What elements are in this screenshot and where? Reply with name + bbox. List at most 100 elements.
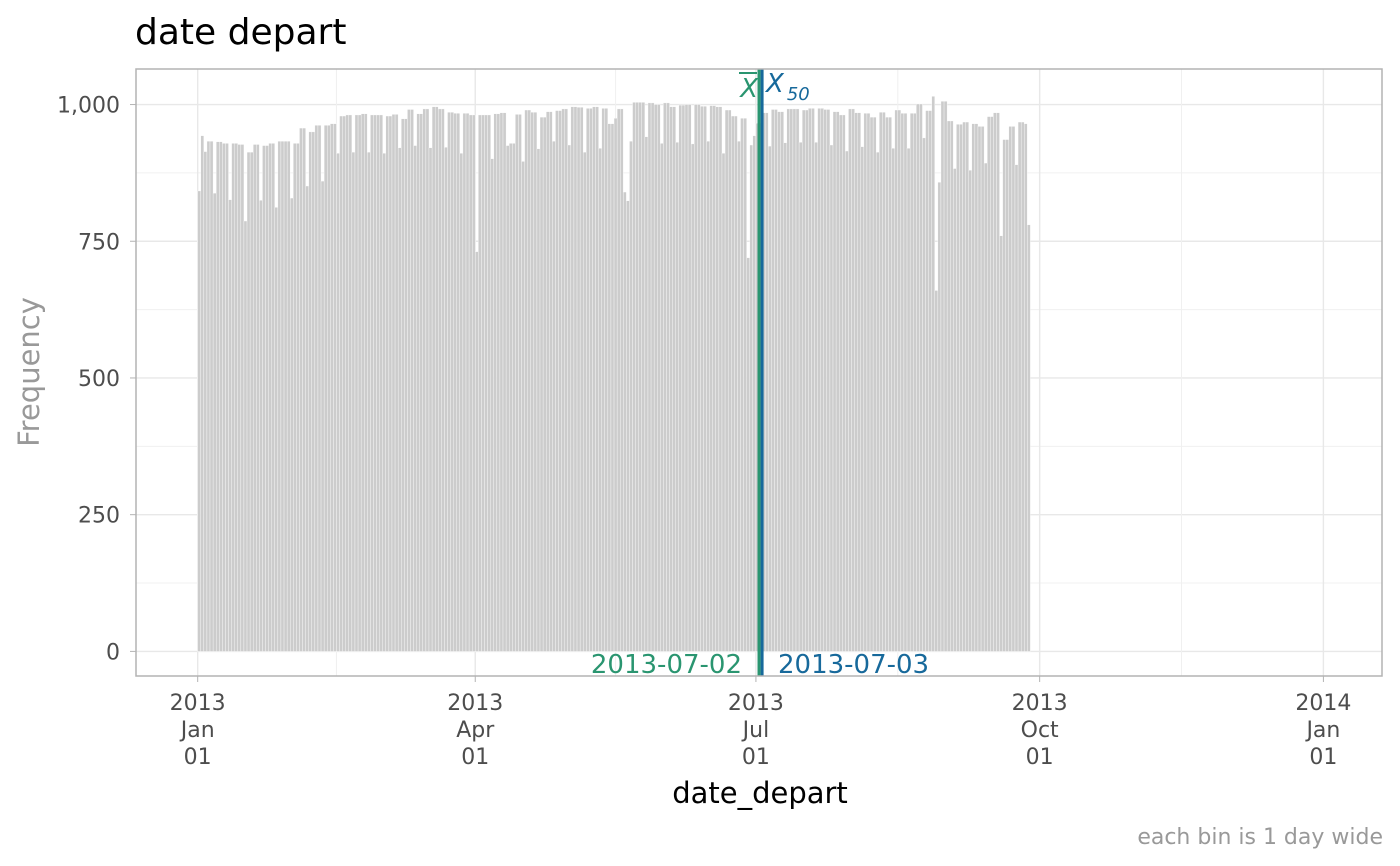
histogram-bar	[382, 153, 386, 652]
histogram-bar	[607, 123, 612, 652]
histogram-bar	[727, 109, 732, 652]
histogram-bar	[980, 126, 985, 652]
histogram-bar	[327, 125, 331, 652]
histogram-bar	[299, 127, 303, 652]
histogram-bar	[573, 106, 578, 652]
histogram-bar	[410, 109, 414, 652]
histogram-bar	[943, 101, 948, 652]
histogram-bar	[866, 113, 871, 652]
histogram-bar	[919, 103, 923, 652]
histogram-bar	[632, 102, 636, 652]
histogram-bar	[663, 102, 667, 652]
histogram-bar	[900, 113, 905, 652]
histogram-bar	[311, 131, 316, 652]
histogram-bar	[444, 147, 448, 652]
histogram-bar	[561, 108, 565, 652]
histogram-bar	[916, 103, 920, 652]
histogram-bar	[764, 112, 769, 652]
x-tick-label: Jul	[741, 718, 770, 743]
histogram-bar	[839, 114, 843, 652]
histogram-bar	[240, 144, 245, 652]
histogram-bar	[225, 143, 229, 652]
histogram-bar	[216, 141, 220, 652]
histogram-bar	[724, 109, 729, 652]
histogram-bar	[567, 144, 572, 652]
histogram-bar	[364, 113, 368, 652]
histogram-bar	[407, 109, 411, 652]
histogram-bar	[317, 125, 322, 652]
histogram-bar	[909, 113, 914, 652]
histogram-bar	[468, 114, 473, 652]
histogram-bar	[456, 113, 461, 652]
histogram-bar	[552, 141, 556, 652]
histogram-bar	[296, 143, 300, 652]
histogram-bar	[879, 112, 883, 652]
histogram-bar	[234, 143, 238, 652]
histogram-bar	[983, 162, 988, 652]
histogram-bar	[734, 115, 738, 652]
histogram-bar	[1020, 121, 1025, 652]
histogram-bar	[212, 192, 217, 652]
histogram-bar	[731, 115, 735, 652]
x-tick-label: Jan	[1304, 718, 1340, 743]
histogram-bar	[802, 109, 806, 652]
histogram-bar	[922, 137, 926, 652]
x-tick-label: 2014	[1295, 691, 1351, 716]
histogram-bar	[367, 151, 371, 652]
stat-symbols: X X 50 2013-07-02 2013-07-03	[591, 69, 929, 680]
histogram-bar	[579, 107, 584, 652]
histogram-bar	[660, 143, 664, 652]
histogram-bar	[320, 180, 325, 652]
histogram-bar	[623, 191, 627, 652]
histogram-bar	[521, 161, 525, 652]
histogram-bar	[903, 113, 908, 652]
histogram-bar	[416, 113, 420, 652]
histogram-bar	[860, 146, 865, 652]
x-axis-title: date_depart	[672, 776, 848, 810]
histogram-bar	[586, 108, 590, 652]
stat-lines	[757, 69, 764, 676]
median-symbol: X 50	[764, 69, 810, 105]
histogram-bar	[897, 109, 902, 652]
x-tick-label: 01	[1309, 745, 1337, 770]
histogram-bar	[638, 102, 642, 652]
histogram-bar	[829, 144, 834, 652]
y-axis-ticks: 0 250 500 750 1,000	[57, 94, 136, 665]
histogram-bar	[743, 118, 747, 652]
histogram-bar	[330, 123, 334, 652]
histogram-bar	[293, 143, 297, 652]
histogram-bar	[555, 110, 559, 652]
histogram-bar	[771, 109, 775, 652]
histogram-bar	[974, 123, 979, 652]
histogram-bar	[780, 111, 784, 652]
histogram-bar	[249, 151, 254, 652]
histogram-bar	[219, 141, 223, 652]
histogram-bar	[246, 151, 251, 652]
histogram-bar	[641, 102, 646, 652]
histogram-bar	[968, 169, 972, 652]
histogram-bar	[795, 108, 800, 652]
histogram-bar	[286, 141, 291, 652]
histogram-bar	[527, 109, 531, 652]
histogram-bar	[478, 114, 482, 652]
histogram-bar	[413, 145, 417, 652]
histogram-bar	[789, 108, 794, 652]
histogram-bar	[937, 182, 942, 652]
chart-title: date depart	[135, 12, 346, 53]
mean-value-label: 2013-07-02	[591, 650, 742, 680]
histogram-bar	[863, 113, 868, 652]
histogram-bar	[462, 113, 467, 652]
histogram-bar	[1027, 224, 1031, 652]
mean-symbol: X	[738, 74, 759, 104]
histogram-bar	[262, 145, 266, 652]
histogram-bar	[934, 290, 939, 652]
histogram-bar	[854, 112, 858, 652]
histogram-bar	[820, 108, 824, 652]
chart-caption: each bin is 1 day wide	[1137, 825, 1383, 850]
histogram-bar	[357, 114, 362, 652]
histogram-bar	[475, 251, 479, 652]
histogram-bar	[792, 108, 797, 652]
histogram-bar	[558, 110, 562, 652]
histogram-bar	[459, 153, 464, 652]
